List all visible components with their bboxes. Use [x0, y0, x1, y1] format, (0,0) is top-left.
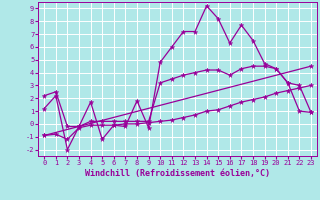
- X-axis label: Windchill (Refroidissement éolien,°C): Windchill (Refroidissement éolien,°C): [85, 169, 270, 178]
